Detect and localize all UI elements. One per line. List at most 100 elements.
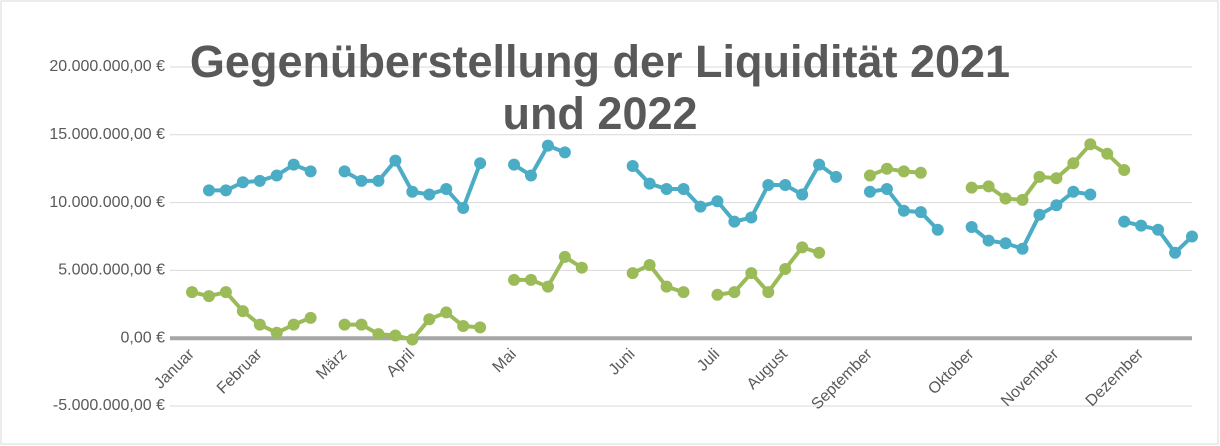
data-point bbox=[236, 305, 249, 318]
data-point bbox=[1118, 164, 1131, 177]
data-point bbox=[677, 286, 690, 299]
data-point bbox=[1084, 138, 1097, 151]
data-point bbox=[541, 139, 554, 152]
data-point bbox=[338, 165, 351, 178]
chart-title: Gegenüberstellung der Liquidität 2021 un… bbox=[189, 36, 1011, 139]
data-point bbox=[423, 188, 436, 201]
data-point bbox=[253, 174, 266, 187]
data-point bbox=[711, 288, 724, 301]
data-point bbox=[1050, 172, 1063, 185]
data-point bbox=[1118, 215, 1131, 228]
data-point bbox=[1084, 188, 1097, 201]
series-line bbox=[869, 166, 921, 178]
data-point bbox=[457, 202, 470, 215]
data-point bbox=[830, 170, 843, 183]
y-tick-label: -5.000.000,00 € bbox=[53, 397, 165, 414]
data-point bbox=[202, 184, 215, 197]
data-point bbox=[762, 178, 775, 191]
series-line bbox=[512, 143, 566, 178]
data-point bbox=[457, 319, 470, 332]
data-point bbox=[236, 176, 249, 189]
data-point bbox=[474, 321, 487, 334]
data-point bbox=[813, 158, 826, 171]
data-point bbox=[643, 177, 656, 190]
data-point bbox=[219, 184, 232, 197]
y-tick-label: 5.000.000,00 € bbox=[58, 262, 165, 279]
data-point bbox=[1016, 242, 1029, 255]
data-point bbox=[796, 241, 809, 254]
data-point bbox=[270, 169, 283, 182]
data-point bbox=[524, 169, 537, 182]
data-point bbox=[304, 165, 317, 178]
y-tick-label: 15.000.000,00 € bbox=[49, 126, 165, 143]
data-point bbox=[745, 267, 758, 280]
data-point bbox=[1067, 157, 1080, 170]
data-point bbox=[1135, 219, 1148, 232]
data-point bbox=[186, 286, 198, 299]
data-point bbox=[1033, 170, 1046, 183]
data-point bbox=[660, 183, 673, 196]
data-point bbox=[253, 318, 266, 331]
data-point bbox=[406, 333, 419, 346]
data-point bbox=[1050, 199, 1063, 212]
data-point bbox=[626, 159, 639, 172]
data-point bbox=[389, 329, 402, 342]
data-point bbox=[338, 318, 351, 331]
data-point bbox=[897, 204, 910, 217]
y-tick-label: 0,00 € bbox=[121, 329, 166, 346]
data-point bbox=[1067, 185, 1080, 198]
data-point bbox=[474, 157, 487, 170]
data-point bbox=[660, 280, 673, 293]
data-point bbox=[1186, 230, 1198, 243]
data-point bbox=[779, 263, 792, 276]
y-tick-label: 20.000.000,00 € bbox=[49, 58, 165, 75]
series-line bbox=[631, 262, 685, 295]
data-point bbox=[931, 223, 944, 236]
data-point bbox=[982, 234, 995, 247]
data-point bbox=[965, 181, 978, 194]
data-point bbox=[575, 261, 588, 274]
data-point bbox=[508, 158, 521, 171]
data-point bbox=[304, 311, 317, 324]
data-point bbox=[863, 169, 876, 182]
data-point bbox=[1016, 193, 1029, 206]
data-point bbox=[219, 286, 232, 299]
data-point bbox=[880, 162, 893, 175]
data-point bbox=[389, 154, 402, 167]
data-point bbox=[270, 326, 283, 339]
data-point bbox=[1033, 208, 1046, 221]
data-point bbox=[541, 280, 554, 293]
data-point bbox=[355, 318, 368, 331]
data-point bbox=[524, 273, 537, 286]
data-point bbox=[728, 286, 741, 299]
data-point bbox=[1169, 246, 1182, 259]
data-point bbox=[372, 328, 385, 341]
data-point bbox=[711, 195, 724, 208]
data-point bbox=[1101, 147, 1114, 160]
y-tick-label: 10.000.000,00 € bbox=[49, 194, 165, 211]
data-point bbox=[1152, 223, 1165, 236]
data-point bbox=[796, 188, 809, 201]
data-point bbox=[745, 211, 758, 224]
data-point bbox=[558, 250, 571, 263]
data-point bbox=[440, 306, 453, 319]
data-point bbox=[999, 237, 1012, 250]
data-point bbox=[897, 165, 910, 178]
data-point bbox=[558, 146, 571, 159]
data-point bbox=[355, 174, 368, 187]
data-point bbox=[914, 166, 927, 179]
data-point bbox=[914, 206, 927, 219]
data-point bbox=[440, 183, 453, 196]
data-point bbox=[287, 158, 300, 171]
data-point bbox=[982, 180, 995, 193]
data-point bbox=[508, 273, 521, 286]
data-point bbox=[999, 192, 1012, 205]
data-point bbox=[287, 318, 300, 331]
data-point bbox=[406, 185, 419, 198]
data-point bbox=[677, 183, 690, 196]
data-point bbox=[965, 221, 978, 234]
series-line bbox=[971, 142, 1126, 202]
data-point bbox=[779, 178, 792, 191]
